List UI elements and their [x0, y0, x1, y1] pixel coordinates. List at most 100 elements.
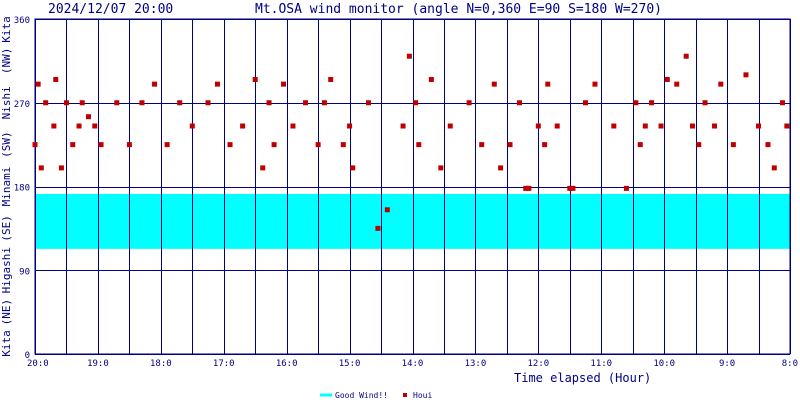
houi-point — [637, 142, 643, 148]
houi-point — [642, 123, 648, 129]
houi-point — [350, 165, 356, 171]
houi-point — [43, 100, 49, 106]
houi-point — [771, 165, 777, 171]
houi-point — [98, 142, 104, 148]
houi-point — [58, 165, 64, 171]
direction-label: (SW) — [0, 131, 13, 158]
houi-point — [718, 81, 724, 87]
direction-label: (NW) — [0, 48, 13, 75]
houi-point — [683, 53, 689, 59]
houi-point — [406, 53, 412, 59]
x-tick-labels: 20:0 19:0 18:0 17:0 16:0 15:0 14:0 13:0 12:0 11:0… — [27, 359, 798, 369]
houi-point — [328, 76, 334, 82]
houi-point — [32, 142, 38, 148]
houi-point — [542, 142, 548, 148]
chart-title: Mt.OSA wind monitor (angle N=0,360 E=90 … — [255, 2, 662, 17]
houi-point — [623, 185, 629, 191]
houi-point — [252, 76, 258, 82]
legend-swatch-houi — [403, 393, 407, 397]
x-tick-label: 14:0 — [402, 359, 424, 369]
x-tick-label: 20:0 — [27, 359, 49, 369]
good-wind-band — [35, 193, 790, 249]
houi-point — [535, 123, 541, 129]
good-wind-band-layer — [35, 193, 790, 249]
houi-point — [271, 142, 277, 148]
houi-point — [384, 207, 390, 213]
houi-point — [689, 123, 695, 129]
houi-point — [38, 165, 44, 171]
houi-point — [347, 123, 353, 129]
houi-point — [611, 123, 617, 129]
direction-label: Kita — [0, 330, 13, 357]
houi-point — [266, 100, 272, 106]
houi-point — [570, 185, 576, 191]
houi-point — [507, 142, 513, 148]
x-tick-label: 15:0 — [339, 359, 361, 369]
direction-label: Nishi — [0, 86, 13, 119]
houi-point — [152, 81, 158, 87]
houi-point — [92, 123, 98, 129]
direction-label: Higashi — [0, 247, 13, 293]
grid-layer — [34, 18, 791, 355]
houi-point — [240, 123, 246, 129]
timestamp: 2024/12/07 20:00 — [48, 2, 173, 17]
houi-point — [139, 100, 145, 106]
legend-label-good-wind: Good Wind!! — [335, 391, 388, 400]
houi-point — [51, 123, 57, 129]
houi-point — [70, 142, 76, 148]
x-tick-label: 12:0 — [527, 359, 549, 369]
houi-point — [164, 142, 170, 148]
houi-point — [315, 142, 321, 148]
houi-point — [649, 100, 655, 106]
houi-point — [756, 123, 762, 129]
houi-point — [545, 81, 551, 87]
y-tick-label: 0 — [25, 351, 30, 361]
legend: Good Wind!! Houi — [320, 391, 432, 400]
houi-point — [35, 81, 41, 87]
y-tick-labels: 0 90 180 270 360 — [14, 16, 30, 361]
houi-point — [303, 100, 309, 106]
houi-point — [177, 100, 183, 106]
houi-point — [583, 100, 589, 106]
x-tick-label: 8:0 — [782, 359, 798, 369]
houi-point — [743, 72, 749, 78]
houi-point — [428, 76, 434, 82]
x-tick-label: 13:0 — [465, 359, 487, 369]
houi-point — [674, 81, 680, 87]
y-tick-label: 270 — [14, 100, 30, 110]
houi-point — [63, 100, 69, 106]
houi-point — [730, 142, 736, 148]
houi-point — [765, 142, 771, 148]
houi-point — [114, 100, 120, 106]
houi-point — [375, 225, 381, 231]
houi-point — [498, 165, 504, 171]
houi-point — [281, 81, 287, 87]
direction-label: Kita — [0, 16, 13, 43]
x-tick-label: 18:0 — [150, 359, 172, 369]
x-tick-label: 11:0 — [590, 359, 612, 369]
direction-labels: Kita (NE) Higashi (SE) Minami (SW) Nishi (NW) Ki… — [0, 16, 13, 357]
houi-point — [413, 100, 419, 106]
houi-point — [416, 142, 422, 148]
houi-point — [779, 100, 785, 106]
houi-point — [438, 165, 444, 171]
houi-point — [658, 123, 664, 129]
houi-point — [479, 142, 485, 148]
houi-point — [664, 76, 670, 82]
houi-point — [696, 142, 702, 148]
y-tick-label: 360 — [14, 16, 30, 26]
houi-point — [53, 76, 59, 82]
direction-label: (SE) — [0, 215, 13, 242]
direction-label: Minami — [0, 167, 13, 207]
houi-point — [784, 123, 790, 129]
houi-point — [85, 114, 91, 120]
houi-point — [79, 100, 85, 106]
houi-point — [76, 123, 82, 129]
houi-point — [321, 100, 327, 106]
houi-point — [526, 185, 532, 191]
houi-point — [126, 142, 132, 148]
houi-point — [633, 100, 639, 106]
houi-point — [260, 165, 266, 171]
y-tick-label: 90 — [19, 267, 30, 277]
houi-point — [554, 123, 560, 129]
